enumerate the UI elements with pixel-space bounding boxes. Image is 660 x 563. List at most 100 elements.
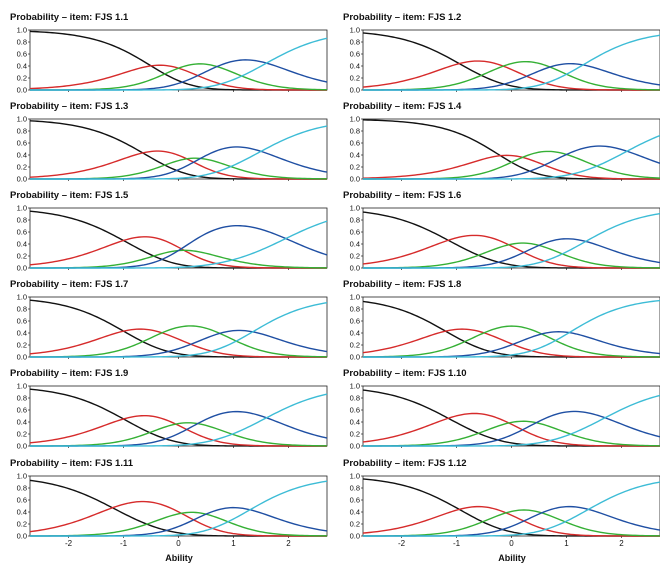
panel-title: Probability – item: FJS 1.7	[10, 279, 129, 290]
panel-plot: 0.0 0.2 0.4 0.6 0.8 1.0	[17, 26, 328, 95]
category-curve	[362, 505, 660, 537]
category-curve	[29, 30, 327, 91]
category-curve	[29, 479, 327, 537]
y-tick-label: 1.0	[17, 204, 27, 213]
y-tick-label: 0.8	[350, 305, 360, 314]
panel-title: Probability – item: FJS 1.6	[343, 190, 462, 201]
y-tick-label: 0.6	[17, 406, 27, 415]
y-tick-label: 0.4	[17, 151, 27, 160]
category-curve	[362, 389, 660, 447]
y-tick-label: 0.0	[350, 175, 360, 184]
category-curve	[362, 119, 660, 180]
y-tick-label: 0.6	[17, 317, 27, 326]
panel-plot: 0.0 0.2 0.4 0.6 0.8 1.0	[17, 382, 328, 451]
panel-title: Probability – item: FJS 1.3	[10, 101, 129, 112]
y-tick-label: 0.0	[350, 442, 360, 451]
panel-plot: 0.0 0.2 0.4 0.6 0.8 1.0 -2 -1 0 1 2	[17, 472, 328, 548]
category-curve	[30, 125, 328, 180]
panel-plot: 0.0 0.2 0.4 0.6 0.8 1.0	[350, 293, 660, 362]
y-tick-label: 0.8	[17, 305, 27, 314]
chart-panel: Probability – item: FJS 1.1 0.0 0.2 0.4 0.6 0…	[0, 0, 328, 95]
panel-title: Probability – item: FJS 1.1	[10, 12, 129, 23]
y-tick-label: 0.6	[350, 139, 360, 148]
category-curve	[30, 329, 328, 358]
category-curve	[363, 299, 660, 358]
y-tick-label: 0.4	[17, 508, 27, 517]
x-tick-label: 0	[509, 539, 514, 548]
category-curve	[363, 34, 660, 91]
y-tick-label: 0.2	[17, 163, 27, 172]
y-tick-label: 0.6	[17, 496, 27, 505]
y-tick-label: 0.2	[350, 341, 360, 350]
category-curve	[362, 328, 660, 358]
category-curve	[29, 325, 328, 358]
x-tick-label: -1	[453, 539, 461, 548]
y-tick-label: 0.6	[350, 496, 360, 505]
y-tick-label: 0.8	[350, 38, 360, 47]
panel-plot: 0.0 0.2 0.4 0.6 0.8 1.0	[350, 115, 660, 184]
y-tick-label: 1.0	[350, 26, 360, 35]
y-tick-label: 0.6	[17, 50, 27, 59]
y-tick-label: 0.6	[350, 406, 360, 415]
category-curve	[363, 481, 660, 537]
y-tick-label: 1.0	[350, 204, 360, 213]
plot-frame	[362, 29, 660, 91]
category-curve	[29, 150, 327, 180]
category-curve	[362, 325, 660, 358]
y-tick-label: 1.0	[17, 115, 27, 124]
category-curve	[29, 236, 327, 269]
category-curve	[29, 500, 327, 537]
panel-title: Probability – item: FJS 1.8	[343, 279, 462, 290]
y-tick-label: 0.0	[17, 353, 27, 362]
y-tick-label: 0.4	[350, 240, 360, 249]
chart-panel: Probability – item: FJS 1.10 0.0 0.2 0.4 0.6…	[333, 356, 660, 451]
panel-plot: 0.0 0.2 0.4 0.6 0.8 1.0	[17, 293, 328, 362]
y-tick-label: 0.4	[350, 418, 360, 427]
category-curve	[29, 157, 328, 180]
y-tick-label: 0.4	[17, 418, 27, 427]
panel-title: Probability – item: FJS 1.4	[343, 101, 462, 112]
plot-frame	[362, 296, 660, 358]
category-curve	[30, 146, 328, 180]
category-curve	[362, 478, 660, 537]
y-tick-label: 0.2	[350, 520, 360, 529]
y-tick-label: 1.0	[17, 26, 27, 35]
panel-title: Probability – item: FJS 1.12	[343, 458, 467, 469]
x-tick-label: -2	[398, 539, 406, 548]
y-tick-label: 0.0	[17, 175, 27, 184]
y-tick-label: 0.8	[350, 394, 360, 403]
category-curve	[363, 410, 660, 447]
y-tick-label: 0.8	[350, 216, 360, 225]
category-curve	[362, 420, 660, 447]
panel-plot: 0.0 0.2 0.4 0.6 0.8 1.0	[17, 115, 328, 184]
y-tick-label: 1.0	[17, 293, 27, 302]
y-tick-label: 0.2	[350, 430, 360, 439]
y-tick-label: 0.8	[17, 216, 27, 225]
category-curve	[362, 60, 660, 91]
y-tick-label: 0.2	[17, 341, 27, 350]
panel-title: Probability – item: FJS 1.9	[10, 368, 129, 379]
plot-frame	[29, 385, 328, 447]
panel-plot: 0.0 0.2 0.4 0.6 0.8 1.0	[350, 26, 660, 95]
y-tick-label: 0.4	[350, 151, 360, 160]
category-curve	[30, 220, 328, 269]
y-tick-label: 0.2	[350, 74, 360, 83]
chart-panel: Probability – item: FJS 1.2 0.0 0.2 0.4 0.6 0…	[333, 0, 660, 95]
y-tick-label: 0.2	[17, 520, 27, 529]
category-curve	[29, 328, 327, 358]
category-curve	[30, 249, 328, 269]
y-tick-label: 0.0	[350, 532, 360, 541]
y-tick-label: 0.6	[350, 228, 360, 237]
category-curve	[30, 410, 328, 447]
plot-frame	[362, 385, 660, 447]
y-tick-label: 0.2	[17, 74, 27, 83]
category-curve	[30, 37, 328, 91]
y-tick-label: 0.0	[17, 264, 27, 273]
panel-title: Probability – item: FJS 1.5	[10, 190, 129, 201]
y-tick-label: 0.6	[17, 228, 27, 237]
category-curve	[363, 134, 660, 180]
panel-plot: 0.0 0.2 0.4 0.6 0.8 1.0 -2 -1 0 1 2	[350, 472, 660, 548]
chart-panel: Probability – item: FJS 1.12 0.0 0.2 0.4 0.6…	[333, 446, 660, 548]
x-tick-label: 0	[176, 539, 181, 548]
